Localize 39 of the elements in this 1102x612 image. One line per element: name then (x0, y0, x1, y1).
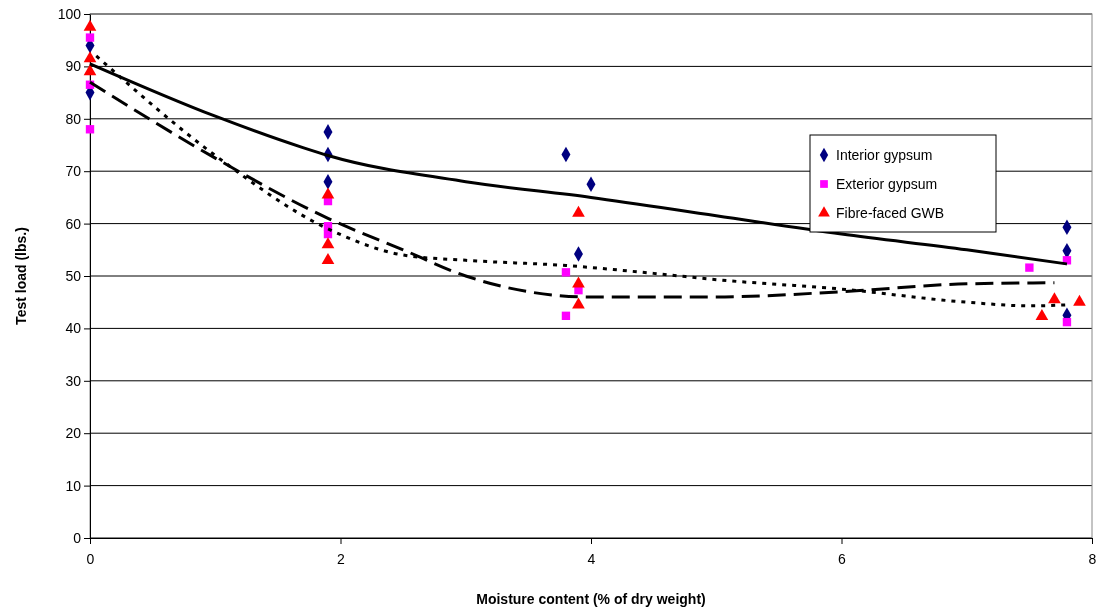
y-tick-label: 90 (65, 58, 82, 75)
point (1035, 309, 1049, 321)
point (1073, 294, 1086, 306)
point (83, 51, 97, 63)
point (1025, 263, 1034, 272)
point (561, 268, 571, 277)
y-axis-title: Test load (lbs.) (13, 227, 29, 325)
point (85, 33, 95, 42)
x-tick-label: 6 (838, 550, 847, 567)
point (321, 252, 335, 264)
point (572, 297, 585, 309)
x-tick-label: 8 (1088, 550, 1097, 567)
point (1048, 292, 1061, 304)
point (572, 276, 585, 288)
y-tick-label: 0 (73, 529, 82, 546)
x-tick-label: 0 (86, 550, 95, 567)
y-tick-label: 60 (65, 215, 82, 232)
y-tick-label: 100 (57, 5, 82, 22)
legend-label: Exterior gypsum (836, 176, 938, 192)
point (572, 205, 585, 217)
y-tick-label: 30 (65, 372, 82, 389)
legend-label: Interior gypsum (836, 147, 933, 163)
point (561, 311, 571, 321)
x-axis-title: Moisture content (% of dry weight) (476, 591, 706, 607)
point (321, 187, 335, 199)
y-tick-label: 70 (65, 163, 82, 180)
y-tick-label: 10 (65, 477, 82, 494)
x-tick-label: 4 (587, 550, 596, 567)
x-tick-label: 2 (337, 550, 346, 567)
point (83, 64, 97, 76)
y-tick-label: 80 (65, 110, 82, 127)
point (321, 237, 335, 249)
y-tick-label: 20 (65, 425, 82, 442)
y-tick-label: 40 (65, 320, 82, 337)
legend-label: Fibre-faced GWB (836, 205, 945, 221)
point (1062, 317, 1072, 327)
point (85, 125, 95, 134)
y-tick-label: 50 (65, 267, 82, 284)
point (83, 19, 97, 31)
